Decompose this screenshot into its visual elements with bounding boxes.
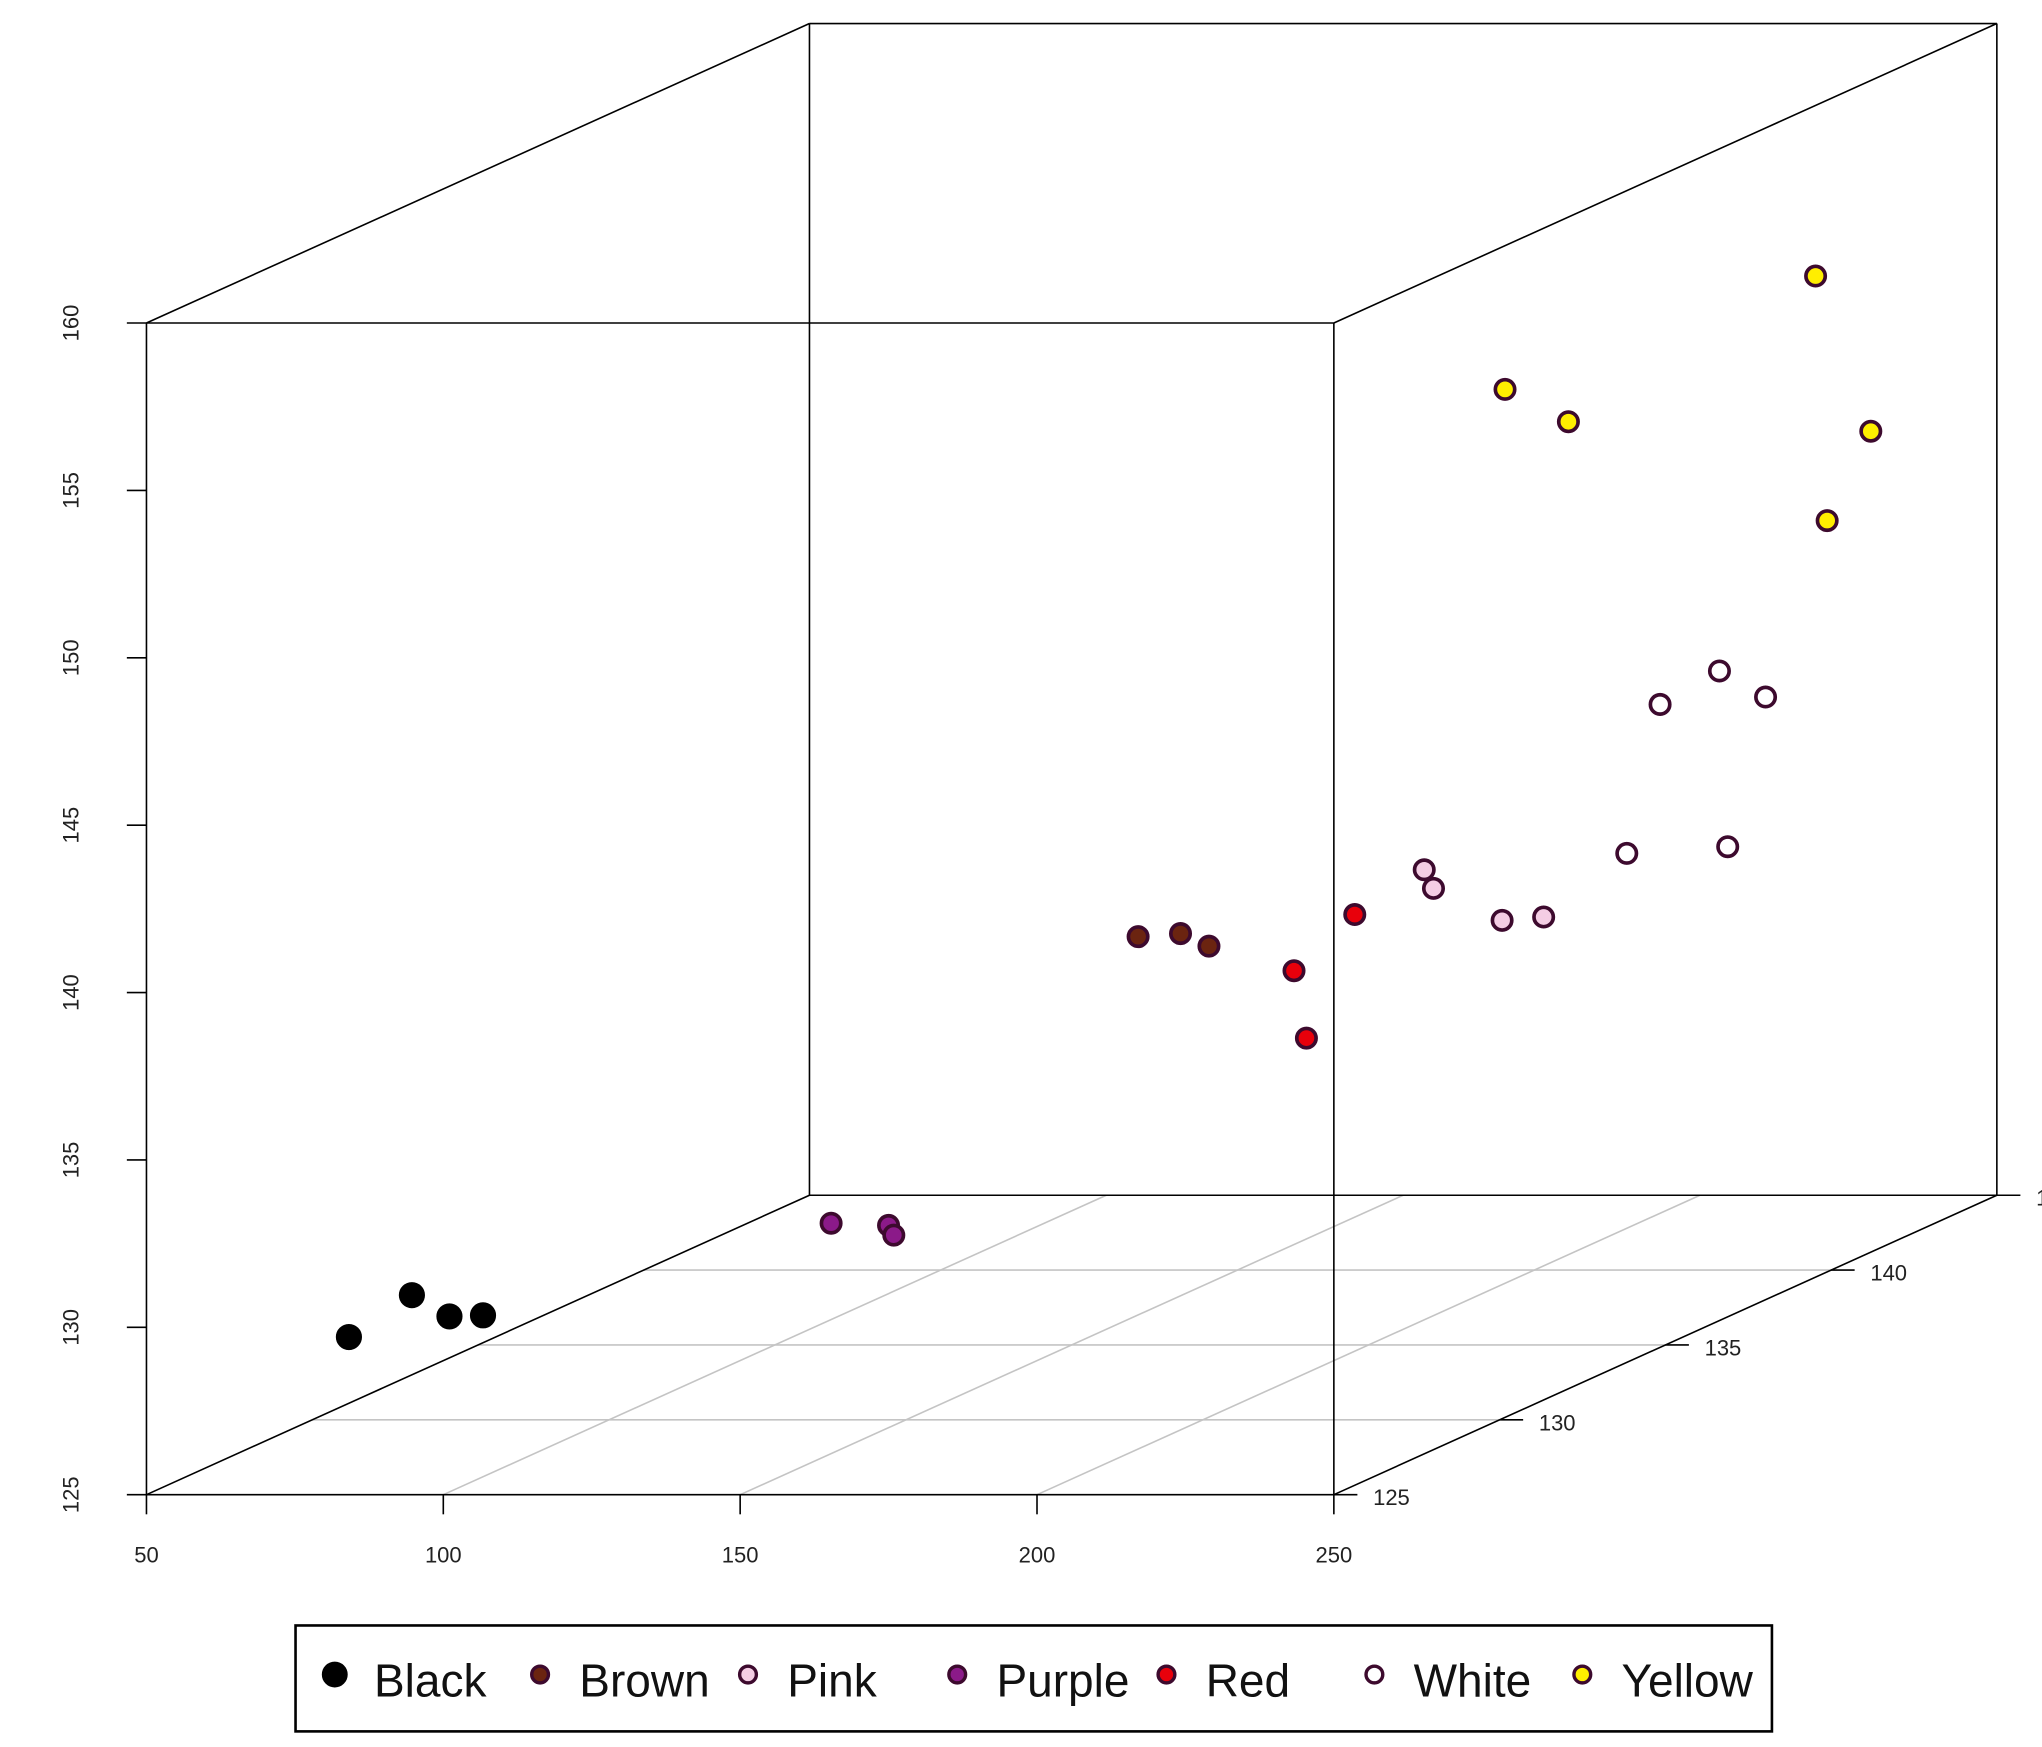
data-point-black <box>335 1323 362 1351</box>
axis-ticks: 50 100 150 200 250 125 130 135 140 145 150 155 160 12… <box>58 305 2042 1568</box>
legend-marker-purple <box>947 1664 968 1685</box>
legend-marker-black <box>321 1661 348 1688</box>
data-points <box>335 264 1883 1351</box>
z-tick-label: 125 <box>58 1476 83 1513</box>
data-point-pink <box>1421 876 1445 900</box>
legend-label-black: Black <box>374 1655 487 1707</box>
z-tick-label: 155 <box>58 472 83 509</box>
y-tick-label: 145 <box>2036 1186 2042 1211</box>
legend-marker-white <box>1364 1664 1385 1685</box>
legend-marker-yellow <box>1572 1664 1593 1685</box>
data-point-pink <box>1412 858 1436 882</box>
z-tick-label: 135 <box>58 1142 83 1179</box>
data-point-purple <box>882 1223 906 1247</box>
box-edge <box>146 1194 810 1496</box>
data-point-yellow <box>1556 410 1580 434</box>
data-point-white <box>1615 841 1639 865</box>
legend-label-yellow: Yellow <box>1622 1655 1754 1707</box>
data-point-yellow <box>1804 264 1828 288</box>
data-point-brown <box>1126 925 1150 949</box>
y-tick-label: 140 <box>1870 1261 1907 1286</box>
legend-label-pink: Pink <box>787 1655 877 1707</box>
box-edge <box>1333 22 1998 324</box>
data-point-purple <box>819 1211 843 1235</box>
x-tick-label: 200 <box>1019 1543 1056 1568</box>
y-tick-label: 125 <box>1373 1485 1410 1510</box>
legend-label-purple: Purple <box>996 1655 1129 1707</box>
legend-label-white: White <box>1414 1655 1532 1707</box>
data-point-white <box>1648 692 1672 716</box>
z-tick-label: 130 <box>58 1309 83 1346</box>
z-tick-label: 150 <box>58 639 83 676</box>
x-tick-label: 50 <box>134 1543 158 1568</box>
data-point-yellow <box>1859 419 1883 443</box>
floor-grid <box>312 1194 1832 1496</box>
z-tick-label: 140 <box>58 974 83 1011</box>
data-point-black <box>436 1303 463 1330</box>
x-tick-label: 250 <box>1315 1543 1352 1568</box>
legend-label-red: Red <box>1206 1655 1290 1707</box>
data-point-red <box>1294 1026 1318 1050</box>
legend-marker-brown <box>530 1664 551 1685</box>
legend-marker-red <box>1156 1664 1177 1685</box>
data-point-red <box>1282 959 1306 983</box>
data-point-pink <box>1532 905 1556 929</box>
data-point-white <box>1754 685 1778 709</box>
legend-marker-pink <box>737 1664 759 1685</box>
z-tick-label: 160 <box>58 305 83 342</box>
data-point-black <box>398 1282 425 1309</box>
y-tick-label: 135 <box>1705 1335 1742 1360</box>
data-point-red <box>1343 903 1367 927</box>
data-point-white <box>1707 659 1731 683</box>
data-point-black <box>469 1302 497 1329</box>
legend: Black Brown Pink Purple Red White Yellow <box>294 1624 1774 1733</box>
y-tick-label: 130 <box>1539 1410 1576 1435</box>
data-point-white <box>1716 835 1740 859</box>
box-edge <box>146 22 810 324</box>
x-tick-label: 100 <box>425 1543 462 1568</box>
x-tick-label: 150 <box>722 1543 759 1568</box>
legend-label-brown: Brown <box>579 1655 709 1707</box>
data-point-pink <box>1490 908 1514 932</box>
data-point-yellow <box>1493 377 1517 401</box>
data-point-yellow <box>1815 509 1839 533</box>
data-point-brown <box>1197 934 1221 958</box>
bounding-box <box>145 22 1998 1496</box>
z-tick-label: 145 <box>58 807 83 844</box>
data-point-brown <box>1169 922 1193 946</box>
